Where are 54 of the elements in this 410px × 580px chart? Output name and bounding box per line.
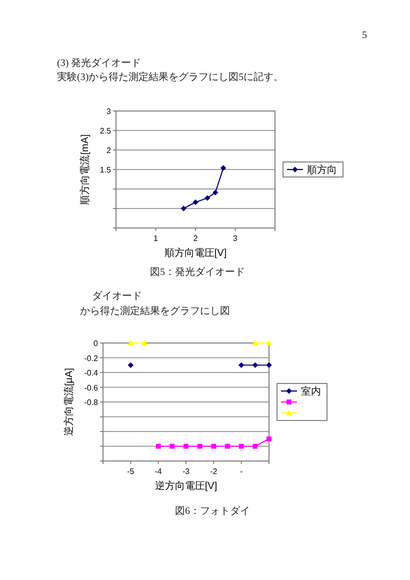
y-tick-label: 3 [106,107,112,116]
point [252,340,258,346]
x-tick-label: 2 [193,234,198,243]
y-axis-title: 順方向電流[mA] [79,134,91,205]
point [128,362,134,368]
point [252,362,258,368]
point [252,444,258,449]
x-tick-label: - [240,467,243,476]
caption: 図6：フォトダイ [175,505,250,517]
point [128,340,134,346]
chart-subtitle: 実験(3)から得た測定結果をグラフにし図5に記す。 [57,71,284,83]
point [212,190,218,196]
point [238,362,244,368]
y-axis-title: 逆方向電流[μA] [63,368,75,436]
point [238,444,244,449]
x-tick-label: -4 [154,467,162,476]
x-tick-label: -2 [210,467,218,476]
y-tick-label: -0.8 [84,398,99,407]
x-tick-label: 1 [154,234,159,243]
point [170,444,175,449]
chart-title: ダイオード [92,290,142,302]
x-axis-title: 順方向電圧[V] [164,247,227,259]
x-tick-label: 3 [233,234,238,243]
point [156,444,161,449]
chart-subtitle: から得た測定結果をグラフにし図 [80,305,230,317]
y-tick-label: 2 [106,146,112,155]
y-tick-label: 2.5 [100,126,112,136]
y-tick-label: 0 [94,339,99,348]
caption: 図5：発光ダイオード [150,266,245,278]
x-tick-label: -3 [182,467,190,476]
x-tick-label: -5 [127,467,135,476]
y-tick-label: -0.4 [84,368,99,378]
point [197,444,202,449]
point [204,195,210,201]
point [266,362,272,368]
chart-title: (3) 発光ダイオード [57,57,142,69]
point [192,199,198,206]
legend-label: 順方向 [307,164,337,176]
x-axis-title: 逆方向電圧[V] [154,480,218,492]
y-tick-label: -0.6 [84,383,99,392]
legend: 順方向 [282,162,344,178]
y-tick-label: 1.5 [100,166,112,174]
point [184,444,188,449]
point [220,165,226,171]
legend-label: 室内 [301,386,321,398]
point [266,436,272,442]
point [211,444,216,449]
legend: 室内 [276,383,328,421]
point [180,206,186,212]
point [142,340,148,346]
y-tick-label: -0.2 [84,354,99,363]
text: 5 [362,30,367,41]
point [225,444,230,449]
point [266,340,272,346]
